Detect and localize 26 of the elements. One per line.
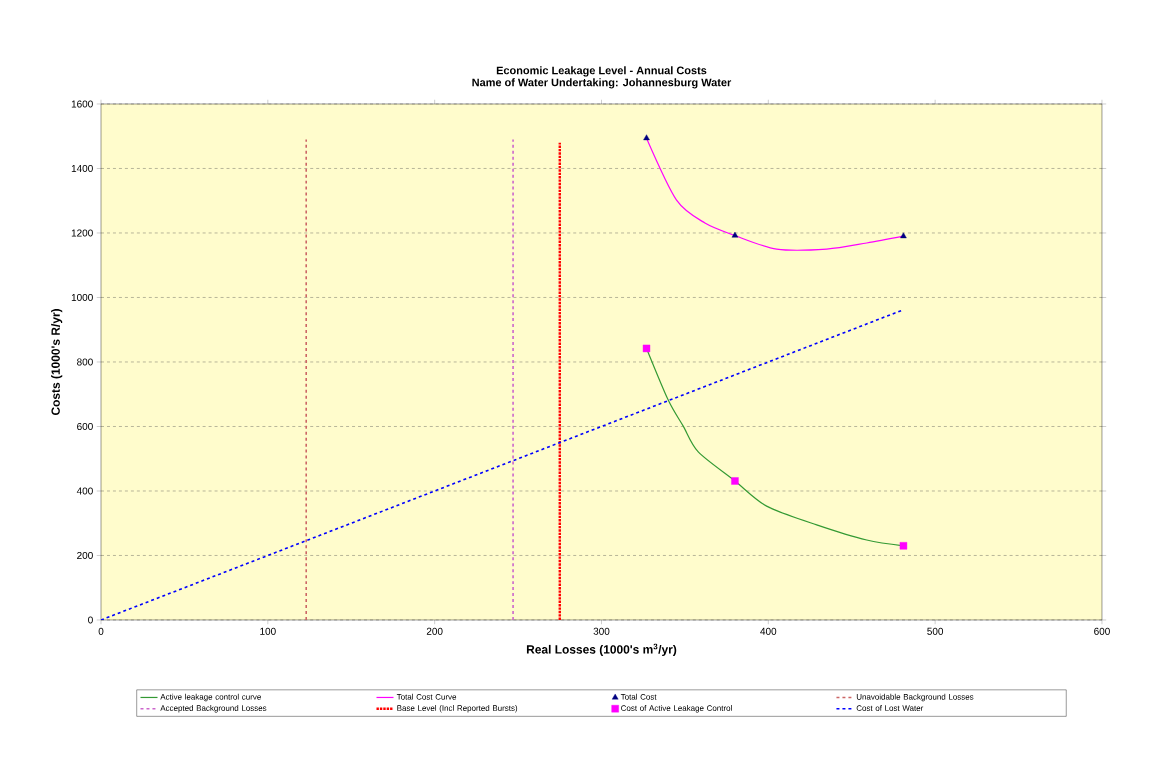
point <box>899 542 908 550</box>
chart-title: Economic Leakage Level - Annual Costs <box>496 66 707 77</box>
x-tick-label: 400 <box>760 627 777 635</box>
x-tick-label: 100 <box>260 627 276 635</box>
y-axis-title: Costs (1000's R/yr) <box>51 309 63 416</box>
y-tick-label: 1400 <box>71 164 93 173</box>
x-axis-title: Real Losses (1000's m$^{3}$/yr) <box>526 643 677 657</box>
x-tick-label: 500 <box>927 627 944 635</box>
y-tick-label: 1600 <box>71 100 93 108</box>
y-tick-label: 200 <box>77 551 93 560</box>
point <box>731 477 739 485</box>
point <box>731 231 739 238</box>
x-tick-label: 200 <box>426 627 443 635</box>
x-tick-label: 0 <box>98 627 104 635</box>
y-tick-label: 800 <box>77 358 93 366</box>
point <box>643 134 650 141</box>
y-tick-label: 1200 <box>71 229 93 237</box>
y-tick-label: 1000 <box>71 293 93 302</box>
x-tick-label: 600 <box>1094 627 1110 635</box>
y-tick-label: 0 <box>88 616 93 624</box>
y-tick-label: 600 <box>77 422 93 431</box>
chart-subtitle: Name of Water Undertaking: Johannesburg Water <box>472 78 732 89</box>
point <box>900 232 907 239</box>
y-tick-label: 400 <box>76 487 93 495</box>
x-tick-label: 300 <box>593 627 610 635</box>
point <box>642 344 651 353</box>
